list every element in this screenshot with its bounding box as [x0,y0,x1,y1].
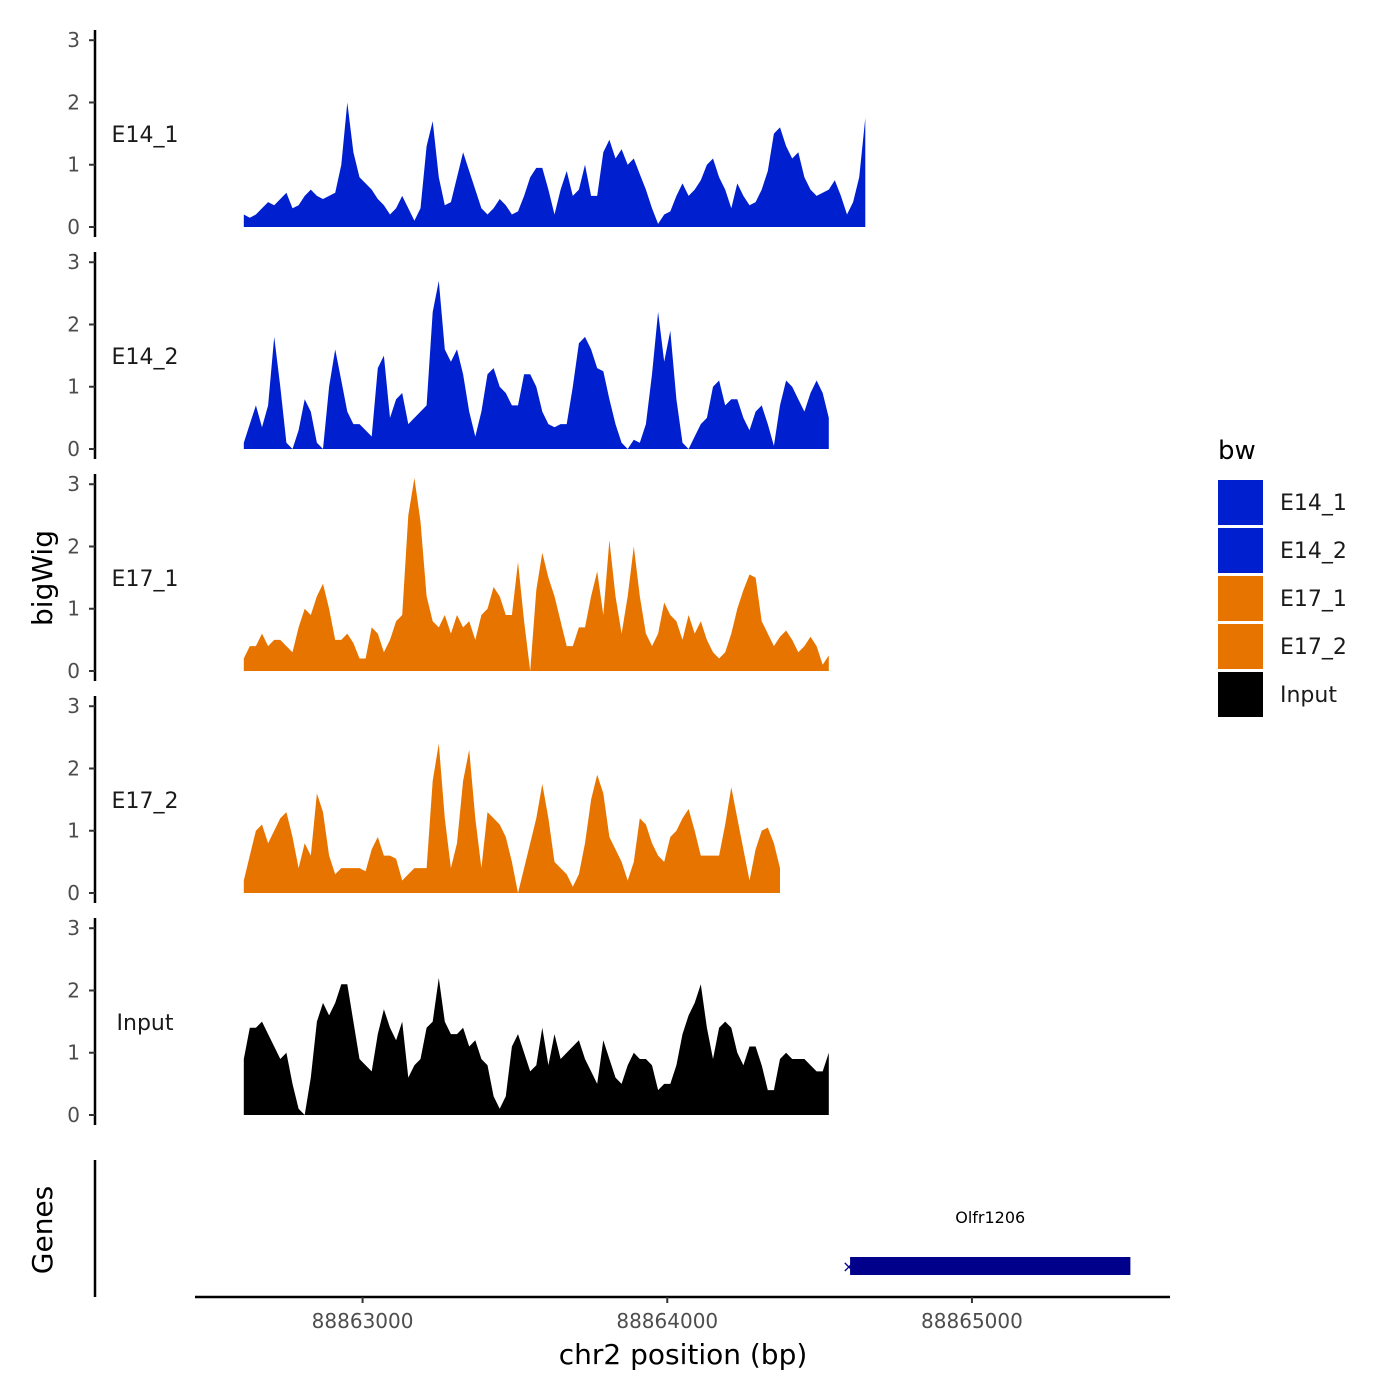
y-tick-label: 1 [67,375,80,399]
signal-area-e17-2 [243,743,781,893]
strand-marker-icon: × [842,1257,855,1276]
y-tick-label: 2 [67,312,80,336]
y-tick-label: 2 [67,978,80,1002]
signal-area-e14-2 [243,280,829,449]
y-axis-title: bigWig [26,530,59,626]
x-tick-label: 88865000 [921,1309,1023,1333]
y-tick-label: 0 [67,1103,80,1127]
legend: bw E14_1 E14_2 E17_1 E17_2 Input [1218,436,1347,717]
y-tick-label: 1 [67,819,80,843]
track-label: E17_1 [112,567,179,592]
y-tick-label: 3 [67,250,80,274]
legend-label: Input [1280,683,1337,708]
track-label: E14_1 [112,123,179,148]
track-label: Input [117,1011,174,1036]
y-tick-label: 0 [67,881,80,905]
track-label: E14_2 [112,345,179,370]
y-tick-label: 2 [67,756,80,780]
x-axis: 88863000 88864000 88865000 [195,1295,1170,1333]
y-tick-label: 3 [67,694,80,718]
x-tick-label: 88864000 [616,1309,718,1333]
legend-swatch [1218,624,1263,669]
signal-area-input [243,978,829,1115]
y-tick-label: 1 [67,597,80,621]
legend-label: E17_1 [1280,587,1347,612]
genes-axis-title: Genes [26,1186,59,1274]
legend-label: E17_2 [1280,635,1347,660]
y-tick-label: 1 [67,153,80,177]
track-panel-e17-2: 0 1 2 3 E17_2 [67,694,781,905]
x-tick-label: 88863000 [312,1309,414,1333]
track-panel-input: 0 1 2 3 Input [67,916,829,1127]
legend-swatch [1218,672,1263,717]
gene-bar [850,1257,1131,1275]
track-label: E17_2 [112,789,179,814]
genes-layer: Olfr1206 × [93,1160,1131,1297]
legend-swatch [1218,576,1263,621]
legend-label: E14_2 [1280,539,1347,564]
x-axis-title: chr2 position (bp) [559,1338,808,1371]
signal-area-e14-1 [243,102,866,227]
signal-area-e17-1 [243,478,829,671]
y-tick-label: 2 [67,534,80,558]
y-tick-label: 2 [67,90,80,114]
y-tick-label: 3 [67,916,80,940]
tracks-layer: 0 1 2 3 E14_1 0 1 2 3 E14_2 0 1 2 3 E17_1 0 1 2 3 E17_2 0 1 2 3… [67,28,866,1127]
gene-label: Olfr1206 [955,1208,1025,1227]
y-tick-label: 0 [67,215,80,239]
track-panel-e17-1: 0 1 2 3 E17_1 [67,472,829,683]
legend-swatch [1218,480,1263,525]
y-tick-label: 0 [67,659,80,683]
track-panel-e14-1: 0 1 2 3 E14_1 [67,28,866,239]
legend-title: bw [1218,436,1256,466]
legend-label: E14_1 [1280,491,1347,516]
y-tick-label: 1 [67,1041,80,1065]
y-tick-label: 0 [67,437,80,461]
y-tick-label: 3 [67,28,80,52]
legend-swatch [1218,528,1263,573]
y-tick-label: 3 [67,472,80,496]
track-panel-e14-2: 0 1 2 3 E14_2 [67,250,829,461]
